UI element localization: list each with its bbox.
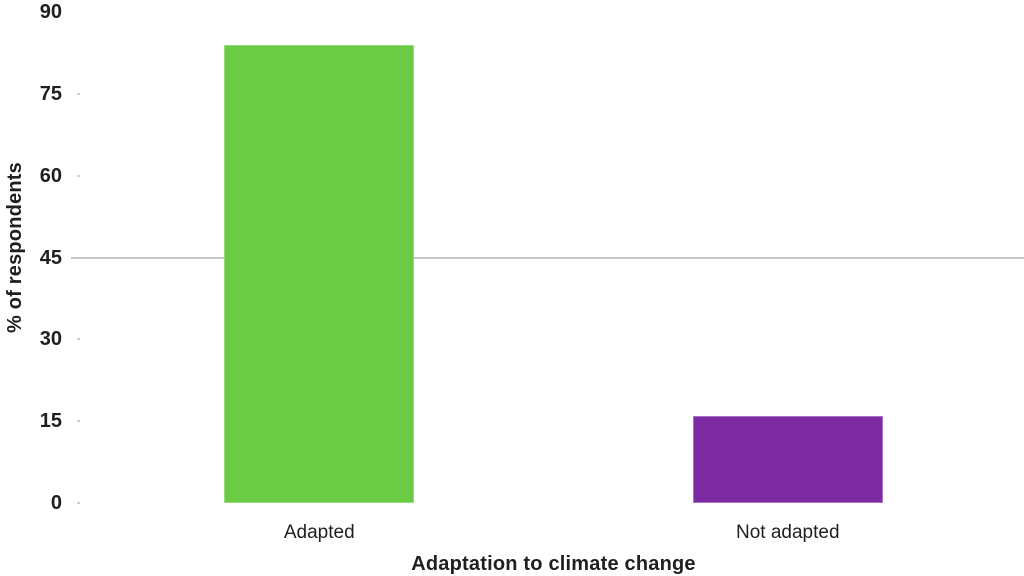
y-tick-label-60: 60 — [39, 164, 62, 187]
y-tick-label-75: 75 — [39, 82, 62, 105]
y-tick-label-0: 0 — [50, 492, 62, 514]
y-tick-label-45: 45 — [39, 246, 62, 269]
bar-adapted — [224, 44, 415, 503]
y-tick-mark-0 — [77, 502, 80, 504]
y-tick-mark-75 — [77, 92, 80, 95]
x-category-label-not-adapted: Not adapted — [735, 522, 840, 543]
y-tick-mark-30 — [77, 338, 80, 341]
y-tick-label-90: 90 — [39, 1, 62, 23]
gridline-45 — [71, 256, 1024, 259]
bar-not-adapted — [692, 415, 883, 503]
y-tick-label-15: 15 — [39, 410, 62, 433]
y-tick-mark-15 — [77, 420, 80, 423]
y-tick-mark-60 — [77, 174, 80, 177]
y-tick-label-30: 30 — [39, 328, 62, 351]
x-axis-title: Adaptation to climate change — [411, 553, 696, 575]
x-category-label-adapted: Adapted — [283, 522, 355, 543]
